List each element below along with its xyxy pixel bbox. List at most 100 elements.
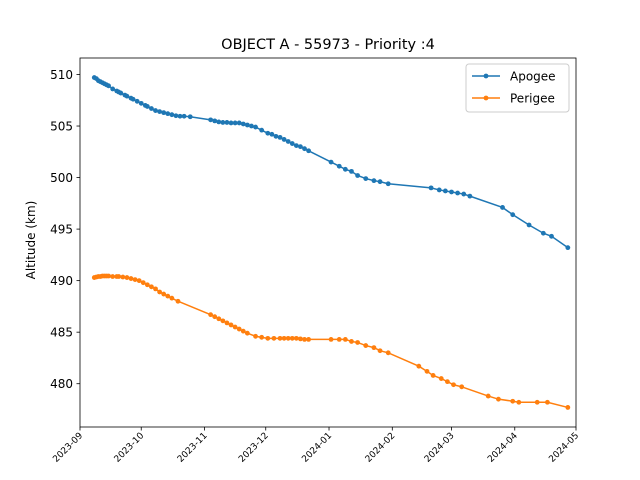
y-axis-label: Altitude (km) <box>24 201 38 280</box>
perigee-point-44 <box>298 336 303 342</box>
apogee-point-28 <box>181 113 187 119</box>
apogee-point-32 <box>216 119 222 125</box>
apogee-point-44 <box>269 131 275 137</box>
apogee-point-56 <box>342 166 348 172</box>
perigee-point-16 <box>140 280 146 286</box>
apogee-point-40 <box>249 123 254 129</box>
apogee-point-48 <box>285 139 291 144</box>
apogee-point-8 <box>110 86 116 92</box>
apogee-point-72 <box>526 222 532 228</box>
apogee-point-22 <box>157 109 163 114</box>
perigee-point-39 <box>277 335 283 341</box>
perigee-point-48 <box>336 336 342 342</box>
perigee-point-28 <box>220 318 226 324</box>
apogee-point-29 <box>187 114 193 120</box>
perigee-point-20 <box>157 289 163 295</box>
perigee-point-68 <box>545 399 550 405</box>
apogee-point-57 <box>349 168 354 174</box>
apogee-point-33 <box>220 120 226 125</box>
apogee-point-50 <box>293 143 299 149</box>
apogee-point-11 <box>118 90 124 96</box>
legend-label-apogee: Apogee <box>510 70 556 84</box>
chart-title: OBJECT A - 55973 - Priority :4 <box>221 37 435 53</box>
perigee-point-60 <box>445 379 450 385</box>
apogee-point-24 <box>165 111 171 117</box>
series-perigee <box>91 273 571 410</box>
perigee-point-45 <box>302 336 307 342</box>
apogee-point-70 <box>500 205 505 210</box>
apogee-point-31 <box>212 118 218 124</box>
legend-label-perigee: Perigee <box>510 92 555 106</box>
perigee-point-27 <box>216 316 222 322</box>
perigee-point-47 <box>328 336 334 342</box>
perigee-point-46 <box>306 336 312 342</box>
perigee-point-10 <box>116 274 122 279</box>
apogee-point-34 <box>224 120 230 125</box>
apogee-point-41 <box>253 124 258 130</box>
apogee-point-60 <box>371 178 377 184</box>
perigee-point-65 <box>510 398 516 404</box>
apogee-point-36 <box>232 120 238 126</box>
apogee-point-51 <box>298 144 303 150</box>
perigee-point-43 <box>293 335 299 341</box>
legend-marker-apogee <box>483 73 489 79</box>
apogee-point-20 <box>149 106 154 111</box>
apogee-point-45 <box>273 133 279 139</box>
perigee-point-36 <box>259 334 265 340</box>
perigee-point-19 <box>153 286 158 292</box>
perigee-point-42 <box>289 335 295 341</box>
perigee-point-52 <box>363 343 369 348</box>
apogee-point-26 <box>173 113 179 119</box>
perigee-point-53 <box>371 345 377 351</box>
y-tick-label: 500 <box>50 171 73 185</box>
apogee-point-35 <box>228 120 234 126</box>
perigee-point-40 <box>281 335 287 341</box>
apogee-point-39 <box>244 122 250 128</box>
apogee-point-71 <box>510 212 516 218</box>
perigee-point-41 <box>285 335 291 341</box>
apogee-point-52 <box>302 146 307 152</box>
perigee-point-54 <box>377 348 383 354</box>
perigee-point-31 <box>232 324 238 330</box>
perigee-point-30 <box>228 322 234 328</box>
apogee-point-69 <box>467 193 473 199</box>
apogee-point-21 <box>153 108 158 113</box>
y-tick-label: 490 <box>50 274 73 288</box>
apogee-point-15 <box>130 96 136 102</box>
apogee-point-55 <box>336 163 342 169</box>
perigee-point-12 <box>124 275 130 280</box>
perigee-point-21 <box>161 291 167 297</box>
perigee-point-15 <box>136 278 142 284</box>
perigee-point-22 <box>165 293 171 299</box>
y-tick-label: 510 <box>50 68 73 82</box>
apogee-point-65 <box>442 188 448 194</box>
perigee-point-59 <box>438 376 444 381</box>
plot-frame <box>79 57 577 428</box>
apogee-point-73 <box>540 230 546 236</box>
apogee-point-49 <box>289 141 295 146</box>
series-apogee <box>91 75 571 251</box>
apogee-point-75 <box>565 245 571 251</box>
apogee-point-54 <box>328 159 334 165</box>
apogee-point-61 <box>377 179 383 185</box>
apogee-point-16 <box>134 98 140 104</box>
apogee-point-68 <box>461 191 467 197</box>
apogee-point-19 <box>144 104 150 109</box>
apogee-point-43 <box>265 130 271 136</box>
apogee-point-42 <box>259 127 265 133</box>
perigee-point-69 <box>565 405 571 410</box>
apogee-point-13 <box>124 93 130 99</box>
apogee-point-37 <box>236 120 242 126</box>
apogee-point-30 <box>208 117 214 123</box>
perigee-point-24 <box>175 298 181 304</box>
apogee-point-23 <box>161 110 167 116</box>
apogee-point-66 <box>449 189 454 195</box>
perigee-point-13 <box>128 276 134 281</box>
perigee-point-25 <box>208 312 214 318</box>
y-tick-label: 505 <box>50 120 73 134</box>
apogee-point-74 <box>549 233 554 239</box>
apogee-point-38 <box>240 121 246 127</box>
apogee-point-67 <box>455 190 461 196</box>
perigee-point-38 <box>271 335 277 341</box>
